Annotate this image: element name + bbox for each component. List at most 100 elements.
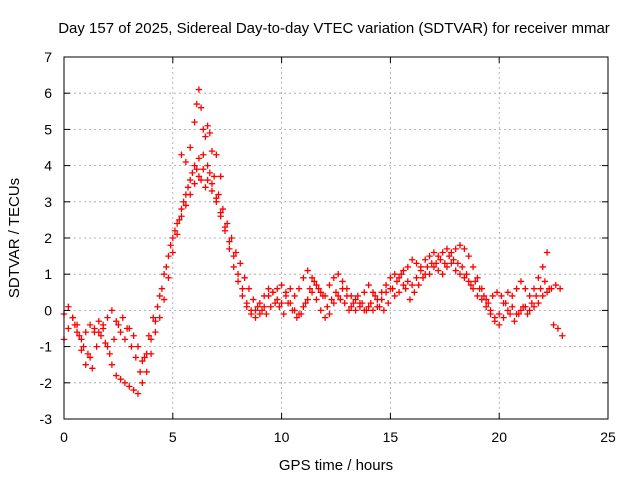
data-point: [139, 357, 146, 365]
data-point: [204, 162, 211, 169]
data-point: [456, 271, 464, 278]
data-point: [541, 278, 549, 285]
data-point: [532, 292, 540, 300]
data-point: [206, 129, 213, 137]
data-point: [108, 361, 116, 368]
data-point: [187, 144, 194, 151]
data-point: [230, 252, 237, 260]
data-point: [154, 303, 161, 310]
data-point: [274, 296, 281, 303]
y-axis-label: SDTVAR / TECUs: [6, 178, 23, 298]
data-markers: [60, 86, 566, 397]
data-point: [308, 274, 316, 282]
data-point: [535, 299, 542, 307]
data-point: [369, 307, 377, 314]
data-point: [134, 343, 142, 350]
data-point: [456, 242, 464, 249]
data-point: [143, 350, 150, 358]
data-point: [415, 281, 422, 289]
data-point: [84, 350, 92, 358]
data-point: [380, 307, 388, 314]
data-point: [395, 289, 403, 296]
data-point: [522, 285, 529, 292]
data-point: [289, 307, 296, 314]
y-tick-label: -2: [40, 375, 53, 391]
data-point: [193, 166, 200, 173]
data-point: [132, 354, 140, 361]
data-point: [200, 126, 207, 133]
data-point: [543, 289, 551, 296]
data-point: [391, 292, 398, 300]
data-point: [300, 303, 307, 310]
data-point: [232, 249, 240, 256]
data-point: [195, 155, 203, 162]
y-tick-label: -3: [40, 411, 53, 427]
y-tick-label: 1: [44, 266, 52, 282]
data-point: [191, 118, 198, 126]
data-point: [65, 303, 72, 310]
data-point: [443, 245, 451, 253]
data-point: [99, 321, 107, 329]
data-point: [95, 318, 103, 325]
data-point: [328, 296, 335, 303]
data-point: [493, 289, 501, 296]
data-point: [197, 104, 205, 111]
data-point: [313, 296, 320, 303]
data-point: [234, 278, 242, 285]
data-point: [348, 292, 355, 300]
data-point: [226, 245, 233, 253]
data-point: [387, 274, 394, 282]
data-point: [230, 263, 237, 271]
data-point: [156, 314, 163, 321]
data-point: [76, 332, 83, 339]
data-point: [417, 267, 425, 274]
data-point: [247, 310, 255, 318]
data-point: [265, 285, 272, 292]
data-point: [489, 292, 496, 300]
data-point: [459, 263, 466, 271]
data-point: [121, 379, 129, 386]
data-point: [424, 263, 431, 271]
data-point: [517, 307, 525, 314]
data-point: [330, 299, 338, 307]
data-point: [345, 307, 353, 314]
data-point: [191, 162, 198, 169]
data-point: [165, 274, 172, 282]
data-point: [224, 220, 231, 227]
data-point: [472, 278, 479, 285]
series-track-d: [178, 86, 224, 180]
data-point: [535, 274, 542, 282]
x-tick-label: 0: [60, 429, 68, 445]
data-point: [408, 281, 416, 289]
data-point: [439, 249, 446, 256]
data-point: [352, 307, 359, 314]
data-point: [526, 292, 533, 300]
data-point: [86, 354, 94, 361]
series-track-a: [60, 166, 551, 397]
data-point: [213, 151, 220, 158]
data-point: [180, 198, 187, 205]
data-point: [193, 100, 200, 108]
data-point: [400, 267, 407, 274]
data-point: [367, 299, 375, 307]
data-point: [254, 303, 261, 310]
data-point: [78, 347, 85, 354]
data-point: [239, 285, 246, 292]
data-point: [385, 299, 392, 307]
data-point: [348, 303, 355, 310]
data-point: [519, 303, 527, 310]
data-point: [554, 325, 562, 332]
data-point: [465, 278, 472, 285]
data-point: [110, 336, 118, 343]
series-track-b: [60, 151, 564, 365]
y-tick-label: 7: [44, 49, 52, 65]
data-point: [445, 252, 453, 260]
data-point: [136, 368, 144, 376]
data-point: [467, 281, 475, 289]
data-point: [441, 260, 448, 267]
data-point: [315, 285, 322, 292]
data-point: [169, 249, 176, 256]
series-track-c: [71, 166, 566, 376]
data-point: [95, 328, 103, 336]
data-point: [219, 205, 227, 213]
